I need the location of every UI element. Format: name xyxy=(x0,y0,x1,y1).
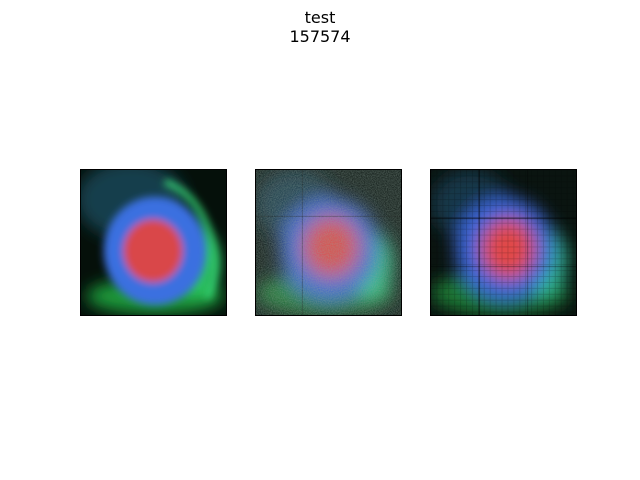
cell-image-1 xyxy=(81,170,226,315)
cell-image-2 xyxy=(256,170,401,315)
figure-title: test 157574 xyxy=(0,8,640,46)
image-panel-1 xyxy=(80,169,227,316)
title-line-2: 157574 xyxy=(289,27,351,46)
cell-image-3 xyxy=(431,170,576,315)
image-panel-2 xyxy=(255,169,402,316)
image-panel-3 xyxy=(430,169,577,316)
title-line-1: test xyxy=(304,8,336,27)
